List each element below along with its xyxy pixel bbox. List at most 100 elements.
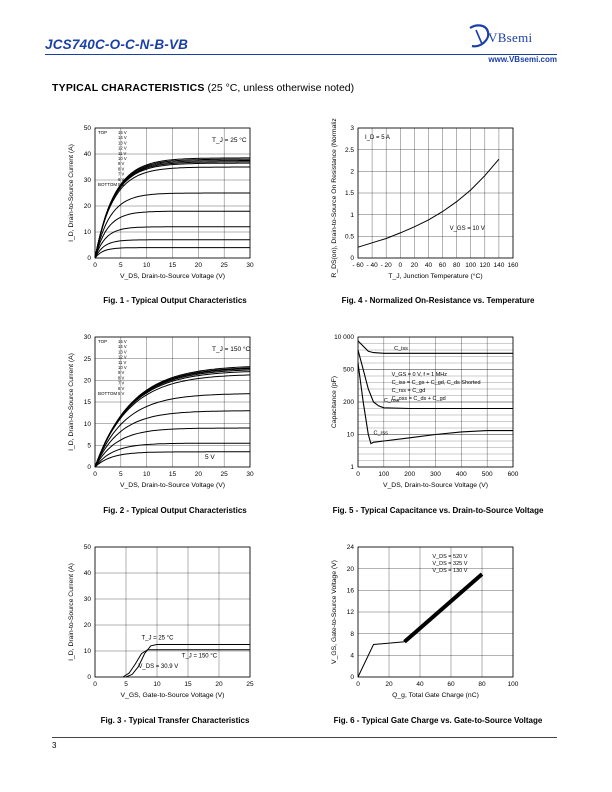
- caption-fig3: Fig. 3 - Typical Transfer Characteristic…: [100, 716, 250, 725]
- x-tick-label: 140: [493, 262, 504, 269]
- x-tick-label: 5: [124, 681, 128, 688]
- x-tick-label: 15: [184, 681, 192, 688]
- temp-25-label: T_J = 25 °C: [142, 635, 175, 641]
- x-tick-label: 20: [215, 681, 223, 688]
- part-number: JCS740C-O-C-N-B-VB: [45, 37, 189, 52]
- y-tick-label: 10: [84, 421, 92, 428]
- vds-label: V_DS = 30.9 V: [138, 664, 178, 670]
- x-axis-label: V_DS, Drain-to-Source Voltage (V): [120, 482, 225, 489]
- x-tick-label: 20: [195, 471, 203, 478]
- condition-label: C_oss = C_ds + C_gd: [392, 396, 446, 402]
- y-tick-label: 10: [84, 648, 92, 655]
- y-tick-label: 20: [84, 622, 92, 629]
- x-tick-label: 0: [356, 471, 360, 478]
- legend-entry: 8 V: [118, 166, 124, 171]
- y-tick-label: 0.5: [345, 234, 354, 241]
- y-axis-label: Capacitance (pF): [331, 376, 338, 428]
- y-tick-label: 0: [350, 255, 354, 262]
- caption-fig2: Fig. 2 - Typical Output Characteristics: [103, 506, 247, 515]
- x-tick-label: 100: [378, 471, 389, 478]
- y-tick-label: 1: [350, 212, 354, 219]
- legend-entry: 13 V: [118, 140, 127, 145]
- legend-entry: 15 V: [118, 339, 127, 344]
- y-axis-label: R_DS(on), Drain-to-Source On Resistance …: [331, 118, 338, 278]
- page-number: 3: [52, 741, 57, 750]
- y-tick-label: 2.5: [345, 147, 354, 154]
- y-tick-label: 20: [84, 203, 92, 210]
- y-tick-label: 0: [87, 464, 91, 471]
- x-tick-label: 80: [478, 681, 486, 688]
- legend-entry: 6 V: [118, 177, 124, 182]
- y-tick-label: 24: [347, 544, 355, 551]
- brand-logo-icon: [469, 24, 490, 48]
- caption-fig5: Fig. 5 - Typical Capacitance vs. Drain-t…: [332, 506, 544, 515]
- legend-entry: 5 V: [118, 391, 124, 396]
- gate-voltage-label: 5 V: [205, 454, 215, 461]
- y-tick-label: 50: [84, 125, 92, 132]
- x-tick-label: 200: [404, 471, 415, 478]
- y-tick-label: 40: [84, 570, 92, 577]
- y-tick-label: 30: [84, 334, 92, 341]
- y-tick-label: 20: [84, 378, 92, 385]
- y-tick-label: 200: [343, 399, 354, 406]
- condition-label: V_GS = 0 V, f = 1 MHz: [392, 372, 448, 378]
- chart-on-resistance: - 60- 40- 20 0 20 40 60 80 100 120 140 160 0 0.5 1 1.…: [331, 118, 519, 280]
- x-tick-label: 160: [508, 262, 519, 269]
- temperature-label: T_J = 150 °C: [212, 345, 250, 353]
- capacitance-curve-c_rss: [357, 362, 513, 445]
- output-curve: [94, 239, 250, 259]
- y-tick-label: 5: [87, 443, 91, 450]
- x-tick-label: 30: [246, 471, 254, 478]
- output-curve: [94, 451, 250, 468]
- legend-top: TOP: [98, 130, 107, 135]
- y-tick-label: 16: [347, 588, 355, 595]
- y-tick-label: 1: [350, 464, 354, 471]
- x-tick-label: 5: [119, 471, 123, 478]
- transfer-curve: [122, 649, 250, 678]
- x-tick-label: 25: [246, 681, 254, 688]
- legend-entry: 14 V: [118, 135, 127, 140]
- x-tick-label: 0: [93, 262, 97, 269]
- website-url[interactable]: www.VBsemi.com: [488, 55, 557, 64]
- vgs-label: V_GS = 10 V: [450, 226, 485, 232]
- y-tick-label: 20: [347, 566, 355, 573]
- y-tick-label: 10: [347, 432, 355, 439]
- chart-capacitance: 0 100 200 300 400 500 600 1 10 200 500 10 000 V_DS, …: [331, 334, 519, 489]
- gate-charge-curve-bold: [403, 572, 484, 644]
- legend-entry: 9 V: [118, 161, 124, 166]
- vds-condition-label: V_DS = 520 V: [432, 554, 467, 560]
- legend-entry: 11 V: [118, 151, 127, 156]
- legend-bottom: BOTTOM: [98, 182, 117, 187]
- y-tick-label: 15: [84, 399, 92, 406]
- chart-transfer: 0 5 10 15 20 25 0 10 20 30 40 50 V_GS, Gate-to-Sourc…: [68, 544, 254, 699]
- x-tick-label: 120: [479, 262, 490, 269]
- x-tick-label: 15: [169, 471, 177, 478]
- capacitance-curve-c_iss: [357, 340, 513, 354]
- x-axis-label: V_GS, Gate-to-Source Voltage (V): [121, 692, 225, 699]
- chart-output-25c: 0 5 10 15 20 25 30 0 10 20 30 40 50 V_DS, Drain-to-So…: [68, 125, 254, 280]
- legend-entry: 12 V: [118, 355, 127, 360]
- output-curve: [94, 226, 250, 259]
- legend-entry: 9 V: [118, 370, 124, 375]
- y-axis-label: I_D, Drain-to-Source Current (A): [68, 353, 75, 451]
- legend-top: TOP: [98, 339, 107, 344]
- condition-label: C_iss = C_gs + C_gd, C_ds Shorted: [392, 380, 481, 386]
- section-title-text: TYPICAL CHARACTERISTICS: [52, 82, 205, 94]
- y-tick-label: 30: [84, 596, 92, 603]
- x-tick-label: 10: [153, 681, 161, 688]
- section-note: (25 °C, unless otherwise noted): [207, 82, 355, 94]
- legend-entry: 7 V: [118, 381, 124, 386]
- x-axis-label: V_DS, Drain-to-Source Voltage (V): [120, 273, 225, 280]
- legend-entry: 10 V: [118, 156, 127, 161]
- plot-frame: [94, 546, 251, 678]
- y-tick-label: 3: [350, 125, 354, 132]
- legend-bottom: BOTTOM: [98, 391, 117, 396]
- x-tick-label: 20: [411, 262, 419, 269]
- x-tick-label: - 40: [366, 262, 378, 269]
- y-tick-label: 0: [350, 674, 354, 681]
- current-label: I_D = 5 A: [365, 135, 390, 141]
- x-tick-label: 15: [169, 262, 177, 269]
- x-tick-label: 500: [482, 471, 493, 478]
- x-tick-label: 30: [246, 262, 254, 269]
- output-curve: [94, 210, 250, 259]
